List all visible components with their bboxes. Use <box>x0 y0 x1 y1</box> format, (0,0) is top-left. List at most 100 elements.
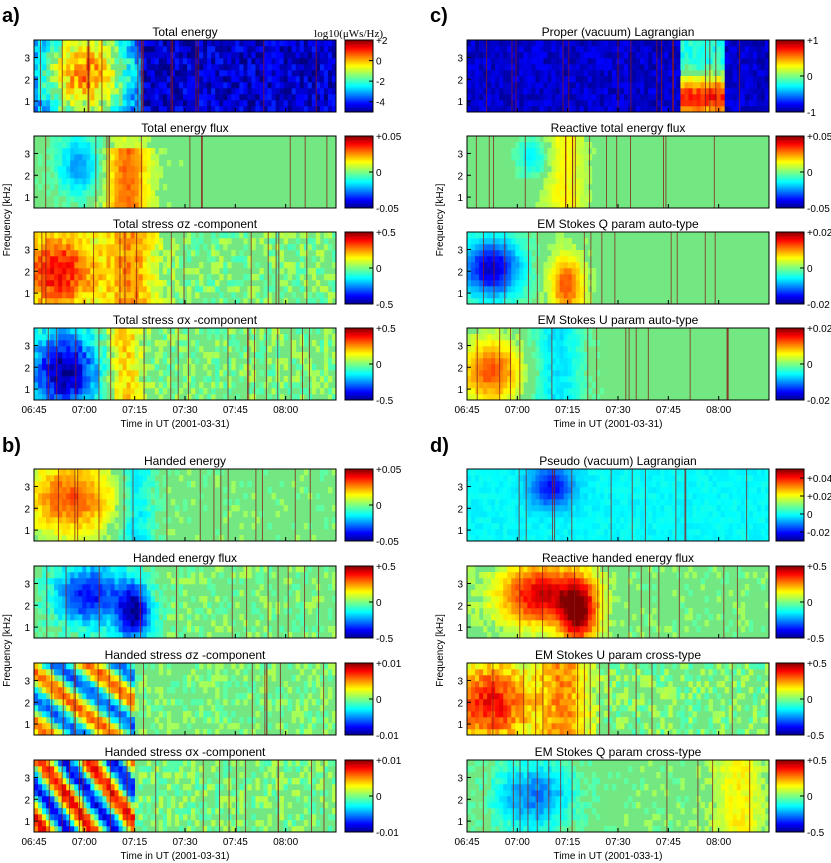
heatmap-cell <box>106 298 111 305</box>
heatmap-cell <box>42 370 47 377</box>
heatmap-cell <box>42 663 47 670</box>
heatmap-cell <box>114 602 119 609</box>
heatmap-cell <box>303 232 309 239</box>
heatmap-cell <box>78 632 83 639</box>
heatmap-cell <box>178 352 184 359</box>
heatmap-cell <box>42 298 47 305</box>
heatmap-cell <box>267 250 272 257</box>
heatmap-cell <box>295 274 301 281</box>
heatmap-cell <box>303 632 309 639</box>
heatmap-cell <box>50 487 55 494</box>
heatmap-cell <box>122 772 127 779</box>
heatmap-cell <box>110 766 115 773</box>
heatmap-cell <box>231 675 236 682</box>
heatmap-cell <box>231 790 236 797</box>
heatmap-cell <box>118 584 123 591</box>
heatmap-cell <box>82 566 87 573</box>
heatmap-cell <box>279 705 284 712</box>
heatmap-cell <box>34 64 39 71</box>
heatmap-cell <box>58 178 63 185</box>
heatmap-cell <box>207 274 212 281</box>
heatmap-cell <box>215 481 220 488</box>
heatmap-cell <box>146 46 152 53</box>
heatmap-cell <box>295 250 301 257</box>
heatmap-cell <box>98 620 103 627</box>
heatmap-cell <box>311 340 317 347</box>
heatmap-cell <box>215 106 220 113</box>
heatmap-cell <box>94 711 99 718</box>
heatmap-cell <box>134 388 139 395</box>
heatmap-cell <box>78 298 83 305</box>
heatmap-cell <box>42 256 47 263</box>
heatmap-cell <box>42 382 47 389</box>
heatmap-cell <box>235 340 240 347</box>
heatmap-cell <box>259 358 264 365</box>
heatmap-cell <box>158 82 164 89</box>
heatmap-cell <box>215 760 220 767</box>
heatmap-cell <box>54 517 59 524</box>
heatmap-cell <box>118 46 123 53</box>
heatmap-cell <box>94 268 99 275</box>
heatmap-cell <box>130 790 135 797</box>
heatmap-cell <box>295 699 301 706</box>
heatmap-cell <box>130 802 135 809</box>
heatmap-cell <box>102 596 107 603</box>
heatmap-cell <box>303 280 309 287</box>
heatmap-cell <box>118 626 123 633</box>
heatmap-cell <box>199 766 204 773</box>
heatmap-cell <box>74 784 79 791</box>
heatmap-cell <box>267 106 272 113</box>
heatmap-cell <box>66 487 71 494</box>
heatmap-cell <box>146 268 152 275</box>
heatmap-cell <box>114 352 119 359</box>
heatmap-cell <box>126 46 131 53</box>
heatmap-cell <box>118 590 123 597</box>
heatmap-cell <box>70 826 75 833</box>
heatmap-cell <box>58 602 63 609</box>
heatmap-cell <box>166 820 172 827</box>
heatmap-cell <box>94 202 99 209</box>
heatmap-cell <box>110 70 115 77</box>
heatmap-cell <box>279 82 284 89</box>
heatmap-cell <box>122 52 127 59</box>
heatmap-cell <box>126 388 131 395</box>
heatmap-cell <box>162 340 168 347</box>
heatmap-cell <box>122 499 127 506</box>
heatmap-cell <box>142 766 148 773</box>
heatmap-cell <box>195 711 200 718</box>
heatmap-cell <box>70 578 75 585</box>
heatmap-cell <box>150 274 156 281</box>
heatmap-cell <box>182 328 188 335</box>
heatmap-cell <box>46 148 51 155</box>
heatmap-cell <box>42 346 47 353</box>
heatmap-cell <box>70 626 75 633</box>
heatmap-cell <box>42 280 47 287</box>
y-tick-label: 3 <box>24 482 30 493</box>
heatmap-cell <box>34 358 39 365</box>
heatmap-cell <box>223 669 228 676</box>
heatmap-cell <box>62 469 67 476</box>
heatmap-cell <box>94 340 99 347</box>
heatmap-cell <box>54 40 59 47</box>
heatmap-cell <box>239 572 244 579</box>
heatmap-cell <box>130 238 135 245</box>
heatmap-cell <box>142 76 148 83</box>
heatmap-cell <box>178 160 184 167</box>
heatmap-cell <box>142 699 148 706</box>
heatmap-cell <box>46 172 51 179</box>
heatmap-cell <box>495 46 500 53</box>
heatmap-cell <box>90 388 95 395</box>
heatmap-cell <box>319 766 325 773</box>
heatmap-cell <box>255 820 260 827</box>
heatmap-cell <box>82 608 87 615</box>
heatmap-cell <box>38 608 43 615</box>
heatmap-cell <box>227 681 232 688</box>
heatmap-cell <box>295 711 301 718</box>
heatmap-cell <box>118 388 123 395</box>
heatmap-cell <box>291 711 297 718</box>
heatmap-cell <box>146 100 152 107</box>
heatmap-cell <box>78 106 83 113</box>
heatmap-cell <box>239 760 244 767</box>
heatmap-cell <box>110 517 115 524</box>
heatmap-cell <box>146 760 152 767</box>
